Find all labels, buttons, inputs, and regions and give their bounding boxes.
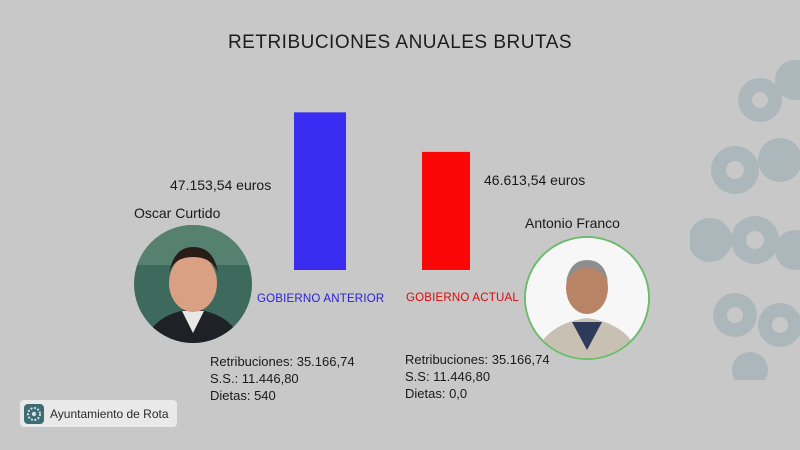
detail-ss: S.S.: 11.446,80 <box>210 371 299 386</box>
detail-ss: S.S: 11.446,80 <box>405 369 491 384</box>
value-label-anterior: 47.153,54 euros <box>170 177 272 193</box>
details-oscar: Retribuciones: 35.166,74 S.S.: 11.446,80… <box>210 353 355 404</box>
portrait-antonio-franco <box>524 236 650 360</box>
category-label-anterior: GOBIERNO ANTERIOR <box>257 293 385 305</box>
detail-dietas: Dietas: 0,0 <box>405 386 468 401</box>
decorative-pattern <box>690 60 800 380</box>
chart-title: RETRIBUCIONES ANUALES BRUTAS <box>227 32 573 53</box>
value-label-actual: 46.613,54 euros <box>484 172 586 188</box>
rota-logo-icon <box>24 403 44 424</box>
detail-retribuciones: Retribuciones: 35.166,74 <box>405 352 550 367</box>
category-label-actual: GOBIERNO ACTUAL <box>406 292 519 304</box>
bar-gobierno-anterior <box>294 112 346 270</box>
detail-retribuciones: Retribuciones: 35.166,74 <box>210 354 355 369</box>
badge-label: Ayuntamiento de Rota <box>50 406 169 421</box>
ayuntamiento-badge: Ayuntamiento de Rota <box>20 400 177 427</box>
detail-dietas: Dietas: 540 <box>210 388 276 403</box>
person-name-oscar: Oscar Curtido <box>134 205 221 221</box>
portrait-oscar-curtido <box>134 225 252 343</box>
person-name-antonio: Antonio Franco <box>525 215 620 231</box>
details-antonio: Retribuciones: 35.166,74 S.S: 11.446,80 … <box>405 351 550 402</box>
bar-gobierno-actual <box>422 151 470 270</box>
